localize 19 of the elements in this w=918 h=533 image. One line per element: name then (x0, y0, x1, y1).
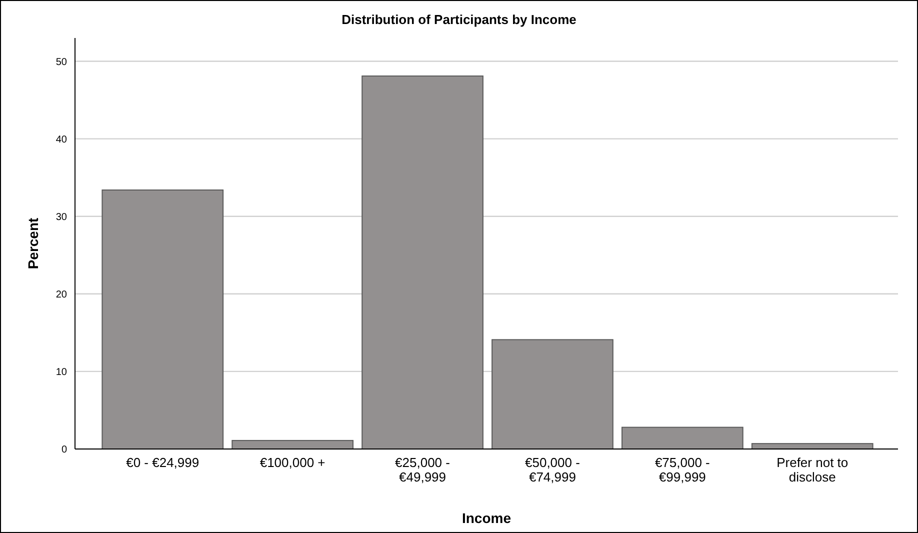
x-tick-label: €75,000 - €99,999 (654, 455, 710, 484)
y-axis-title: Percent (25, 217, 41, 270)
chart-title: Distribution of Participants by Income (342, 12, 576, 27)
x-tick-label: €50,000 - €74,999 (525, 455, 580, 484)
bar (492, 339, 614, 450)
y-tick-label: 20 (56, 289, 68, 300)
y-tick-label: 10 (56, 366, 68, 378)
x-tick-label: €25,000 - €49,999 (395, 455, 450, 484)
y-tick-label: 50 (56, 56, 68, 68)
x-tick-label: €0 - €24,999 (126, 455, 200, 470)
y-tick-label: 40 (56, 134, 68, 146)
x-tick-label: €100,000 + (260, 455, 326, 470)
bar (622, 426, 744, 450)
bar (362, 76, 484, 450)
bar (102, 189, 224, 450)
y-tick-label: 0 (61, 444, 68, 456)
x-tick-label: Prefer not to disclose (776, 455, 848, 484)
x-axis-title: Income (462, 510, 512, 526)
y-tick-label: 30 (56, 212, 68, 223)
